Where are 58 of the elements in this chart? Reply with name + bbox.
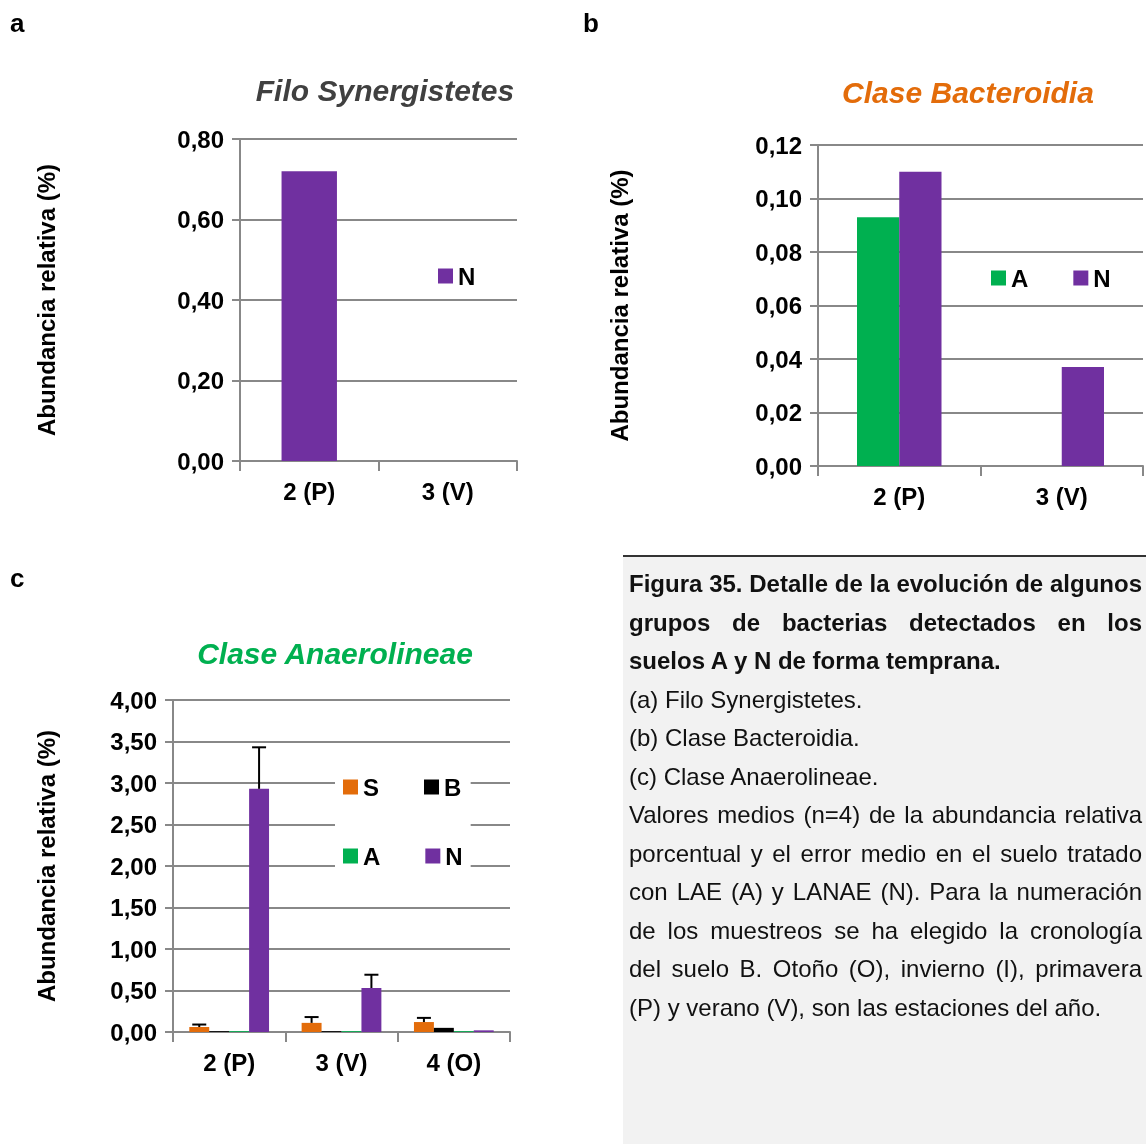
bar: [361, 988, 382, 1032]
text: b: [583, 8, 599, 39]
y-tick-label: 0,02: [755, 399, 802, 426]
y-tick-label: 1,50: [110, 894, 157, 921]
legend-label: N: [1093, 264, 1111, 292]
text: (b) Clase Bacteroidia.: [629, 723, 861, 753]
chart-title: Clase Bacteroidia: [842, 75, 1094, 109]
x-tick-label: 2 (P): [873, 482, 926, 510]
bar: [301, 1022, 322, 1032]
y-tick-label: 3,00: [110, 769, 157, 797]
y-axis-title: Abundancia relativa (%): [32, 163, 60, 437]
bar: [899, 171, 942, 466]
bar: [189, 1027, 210, 1032]
x-tick-label: 3 (V): [1035, 482, 1088, 510]
legend-label: N: [445, 842, 463, 870]
y-tick-label: 0,80: [177, 125, 224, 153]
y-tick-label: 1,00: [110, 935, 157, 963]
x-tick-label: 4 (O): [426, 1048, 482, 1076]
text: Figura 35. Detalle de la evolución de algunos grupos de bacterias detectados en los suelos A y N de forma temprana.: [629, 569, 1142, 676]
y-tick-label: 0,12: [755, 131, 802, 159]
y-tick-label: 0,60: [177, 206, 224, 233]
legend-label: B: [444, 773, 462, 801]
bar: [413, 1022, 434, 1032]
text: c: [10, 563, 25, 594]
text: (a) Filo Synergistetes.: [629, 684, 864, 715]
y-tick-label: 2,00: [110, 852, 157, 880]
y-tick-label: 4,00: [110, 686, 157, 714]
y-tick-label: 0,40: [177, 286, 224, 314]
x-tick-label: 3 (V): [421, 477, 474, 505]
y-tick-label: 3,50: [110, 728, 157, 755]
legend-label: A: [1011, 264, 1029, 292]
y-tick-label: 0,00: [110, 1018, 157, 1046]
bar: [1061, 367, 1104, 466]
y-axis-title: Abundancia relativa (%): [605, 169, 633, 442]
y-tick-label: 0,00: [177, 447, 224, 475]
y-tick-label: 0,50: [110, 977, 157, 1004]
chart-title: Filo Synergistetes: [255, 73, 515, 107]
chart-title: Clase Anaerolineae: [197, 636, 473, 670]
text: (c) Clase Anaerolineae.: [629, 761, 880, 792]
y-axis-title: Abundancia relativa (%): [32, 729, 60, 1003]
y-tick-label: 0,20: [177, 367, 224, 394]
bar: [433, 1027, 454, 1032]
y-tick-label: 0,00: [755, 452, 802, 480]
text: a: [10, 8, 25, 39]
x-tick-label: 2 (P): [283, 477, 336, 505]
text: Valores medios (n=4) de la abundancia relativa porcentual y el error medio en el suelo tratado con LAE (A) y LANAE (N). Para la numeración de los muestreos se ha elegido la cronología del suelo B. Otoño (O), invierno (I), primavera (P) y verano (V), son las estaciones del año.: [629, 800, 1142, 1023]
x-tick-label: 3 (V): [315, 1048, 368, 1076]
bar: [249, 788, 270, 1032]
legend-label: S: [363, 773, 380, 801]
x-tick-label: 2 (P): [203, 1048, 256, 1076]
bar: [857, 217, 900, 466]
y-tick-label: 2,50: [110, 811, 157, 838]
legend-label: A: [363, 842, 381, 870]
y-tick-label: 0,08: [755, 238, 802, 266]
y-tick-label: 0,10: [755, 185, 802, 212]
legend-label: N: [458, 262, 476, 290]
y-tick-label: 0,04: [755, 345, 803, 373]
y-tick-label: 0,06: [755, 292, 802, 319]
